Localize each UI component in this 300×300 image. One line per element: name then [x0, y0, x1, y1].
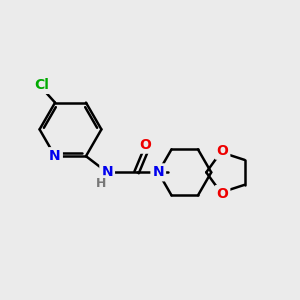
- Text: N: N: [101, 165, 113, 179]
- Text: Cl: Cl: [34, 78, 49, 92]
- Text: O: O: [216, 144, 228, 158]
- Text: H: H: [96, 177, 106, 190]
- Text: O: O: [140, 138, 152, 152]
- Text: N: N: [152, 165, 164, 179]
- Text: N: N: [49, 149, 61, 163]
- Text: O: O: [216, 187, 228, 201]
